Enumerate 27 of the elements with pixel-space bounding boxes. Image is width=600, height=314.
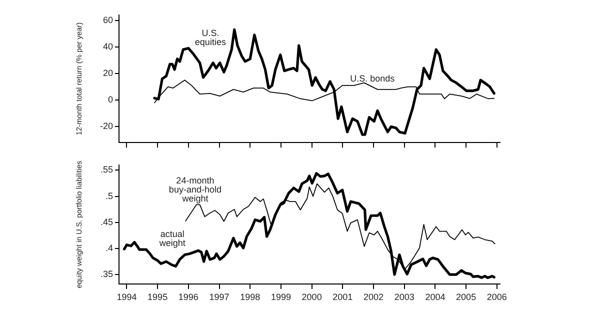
series-label: U.S. bonds <box>350 73 396 84</box>
x-tick-label: 1994 <box>116 292 137 302</box>
x-tick-label: 2000 <box>302 292 322 302</box>
y-tick-label: .4 <box>105 242 113 253</box>
y-tick-label: 40 <box>102 41 113 52</box>
x-tick-label: 1996 <box>178 292 198 302</box>
x-tick-label: 1997 <box>209 292 230 302</box>
y-tick-label: 20 <box>102 68 113 78</box>
y-tick-label: .55 <box>100 164 113 175</box>
x-tick-label: 2002 <box>364 292 384 302</box>
x-tick-label: 1998 <box>240 292 260 302</box>
series-label: actual weight <box>158 228 186 248</box>
y-tick-label: .45 <box>100 216 113 227</box>
x-tick-label: 2005 <box>456 292 476 302</box>
series-label: U.S. equities <box>194 28 226 47</box>
x-tick-label: 1995 <box>148 292 168 302</box>
y-tick-label: -20 <box>100 121 113 132</box>
x-tick-label: 2004 <box>425 292 446 302</box>
y-tick-label: .5 <box>105 190 113 201</box>
x-tick-label: 2003 <box>394 292 414 302</box>
y-tick-label: 0 <box>108 94 113 105</box>
x-tick-label: 2001 <box>332 292 353 302</box>
x-tick-label: 2006 <box>486 292 507 302</box>
y-tick-label: 60 <box>102 14 113 25</box>
x-tick-label: 1999 <box>270 292 291 302</box>
series-label: 24-month buy-and-hold weight <box>168 175 222 204</box>
y-tick-label: .35 <box>100 269 113 280</box>
